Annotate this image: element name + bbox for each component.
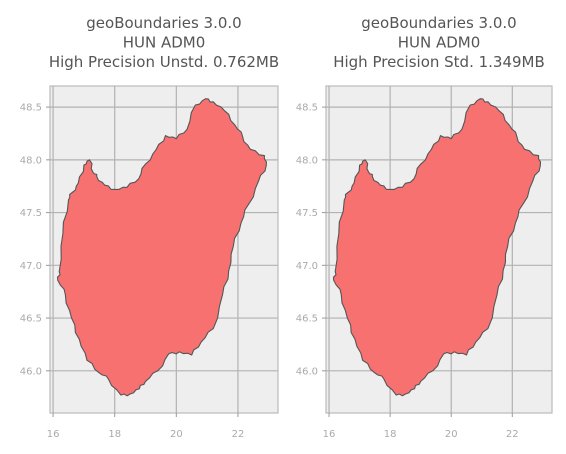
x-tick-label: 20 — [445, 429, 458, 440]
x-tick-label: 16 — [323, 429, 336, 440]
y-tick-label: 47.0 — [20, 261, 42, 272]
y-tick-label: 48.0 — [296, 155, 318, 166]
x-tick-label: 18 — [384, 429, 397, 440]
chart-title-line-1: geoBoundaries 3.0.0 — [361, 14, 516, 32]
chart-title-line-2: HUN ADM0 — [123, 34, 206, 52]
y-tick-label: 47.5 — [296, 208, 318, 219]
y-tick-label: 48.5 — [20, 103, 42, 114]
chart-title-line-1: geoBoundaries 3.0.0 — [86, 14, 241, 32]
country-boundary-shape — [332, 98, 542, 397]
x-tick-label: 22 — [232, 429, 245, 440]
chart-title-line-2: HUN ADM0 — [398, 34, 481, 52]
x-tick-label: 20 — [170, 429, 183, 440]
y-tick-label: 46.0 — [296, 366, 318, 377]
x-tick-label: 22 — [506, 429, 519, 440]
y-tick-label: 48.0 — [20, 155, 42, 166]
chart-title-line-3: High Precision Unstd. 0.762MB — [49, 53, 279, 71]
y-tick-label: 46.5 — [20, 314, 42, 325]
y-tick-label: 47.5 — [20, 208, 42, 219]
y-tick-label: 46.5 — [296, 314, 318, 325]
y-tick-label: 48.5 — [296, 103, 318, 114]
x-tick-label: 18 — [108, 429, 121, 440]
chart-title-line-3: High Precision Std. 1.349MB — [333, 53, 545, 71]
y-tick-label: 46.0 — [20, 366, 42, 377]
x-tick-label: 16 — [47, 429, 60, 440]
country-boundary-shape — [56, 98, 267, 397]
y-tick-label: 47.0 — [296, 261, 318, 272]
